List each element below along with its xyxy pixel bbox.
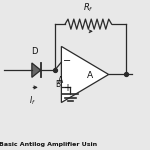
Text: A: A [58, 76, 64, 85]
Polygon shape [32, 63, 41, 77]
Text: A: A [87, 71, 93, 80]
Text: Basic Antilog Amplifier Usin: Basic Antilog Amplifier Usin [0, 142, 98, 147]
Text: D: D [31, 48, 38, 57]
Text: +: + [63, 82, 71, 93]
Text: $I_f$: $I_f$ [29, 95, 36, 107]
Polygon shape [61, 46, 109, 103]
Text: $R_f$: $R_f$ [83, 2, 94, 14]
Text: B: B [56, 80, 61, 88]
Text: −: − [63, 56, 71, 66]
